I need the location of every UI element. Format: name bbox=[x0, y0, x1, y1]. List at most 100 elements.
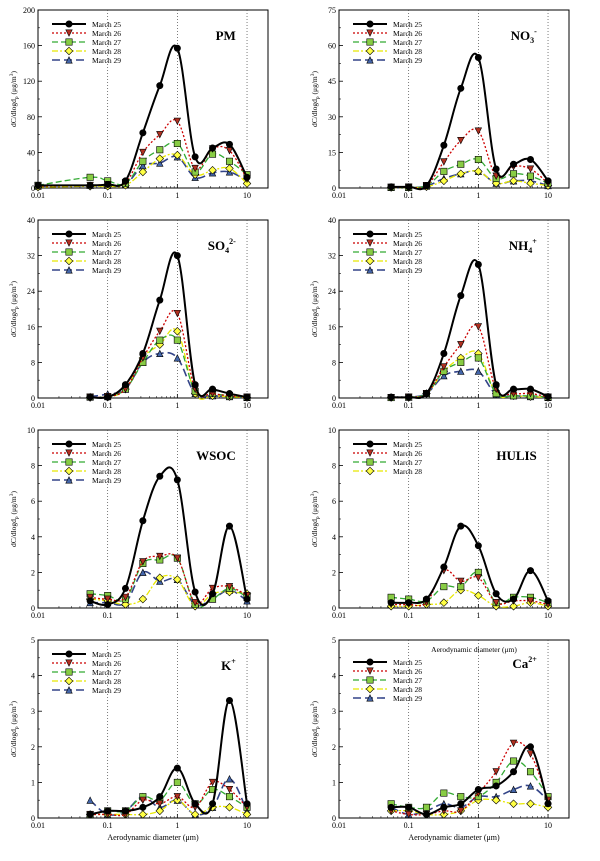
series-line bbox=[89, 778, 248, 816]
data-point bbox=[422, 595, 430, 603]
plot-frame bbox=[338, 219, 570, 399]
data-point bbox=[156, 159, 164, 167]
x-tick-label: 1 bbox=[476, 611, 480, 620]
series-line bbox=[391, 128, 549, 189]
series-line bbox=[90, 328, 248, 400]
y-axis-label-sub: p bbox=[315, 306, 321, 309]
data-point bbox=[544, 800, 552, 808]
panel-title: NH4+ bbox=[509, 237, 538, 255]
legend-marker bbox=[366, 694, 374, 702]
y-axis-label-unit: (μg/m bbox=[9, 496, 18, 516]
legend-label: March 25 bbox=[92, 20, 121, 29]
series-0 bbox=[387, 259, 552, 401]
x-tick-label: 1 bbox=[175, 821, 179, 830]
data-point bbox=[86, 796, 94, 804]
y-axis-label: dC/dlogdp (μg/m3) bbox=[310, 71, 321, 127]
data-point bbox=[208, 165, 217, 175]
series-line bbox=[391, 259, 549, 400]
legend-label: March 26 bbox=[393, 29, 422, 38]
x-tick-label: 10 bbox=[544, 821, 552, 830]
data-point bbox=[456, 169, 466, 178]
legend-marker bbox=[65, 458, 73, 466]
x-tick-label: 0.01 bbox=[332, 401, 346, 410]
series-2 bbox=[387, 354, 552, 402]
x-tick-label: 1 bbox=[476, 821, 480, 830]
data-point bbox=[474, 786, 482, 794]
x-tick-label: 10 bbox=[544, 191, 552, 200]
data-point bbox=[544, 393, 552, 401]
data-point bbox=[457, 577, 465, 586]
data-point bbox=[103, 595, 112, 603]
data-point bbox=[139, 148, 147, 157]
data-point bbox=[526, 385, 534, 393]
legend-label: March 25 bbox=[92, 230, 121, 239]
data-point bbox=[457, 292, 465, 300]
data-point bbox=[242, 810, 252, 819]
data-point bbox=[526, 750, 535, 758]
y-tick-label: 32 bbox=[27, 252, 35, 261]
data-point bbox=[104, 393, 112, 401]
data-point bbox=[209, 144, 217, 152]
data-point bbox=[243, 173, 251, 181]
x-tick-label: 0.1 bbox=[103, 821, 113, 830]
y-axis-label-unit-sup: 3 bbox=[9, 703, 15, 706]
legend-marker bbox=[65, 56, 73, 64]
data-point bbox=[457, 522, 465, 530]
data-point bbox=[457, 367, 465, 375]
series-2 bbox=[387, 757, 552, 811]
legend-label: March 25 bbox=[393, 658, 422, 667]
series-line bbox=[390, 784, 549, 816]
legend-label: March 28 bbox=[92, 47, 121, 56]
data-point bbox=[225, 157, 233, 165]
data-point bbox=[225, 774, 234, 783]
legend-label: March 27 bbox=[393, 248, 422, 257]
data-point bbox=[173, 764, 181, 772]
series-line bbox=[90, 251, 248, 400]
data-point bbox=[440, 167, 448, 175]
y-axis-label-main: dC/dlogd bbox=[9, 729, 18, 757]
series-line bbox=[90, 570, 248, 607]
panel-title-main: NO bbox=[511, 28, 531, 43]
data-point bbox=[173, 150, 182, 160]
data-point bbox=[422, 810, 430, 818]
legend-marker bbox=[65, 38, 73, 46]
panel-title: Ca2+ bbox=[512, 655, 537, 671]
y-axis-label: dC/dlogdp (μg/m3) bbox=[9, 491, 20, 547]
data-point bbox=[526, 172, 534, 180]
data-point bbox=[243, 393, 251, 401]
y-tick-label: 40 bbox=[27, 216, 35, 225]
data-point bbox=[510, 385, 518, 393]
data-point bbox=[173, 778, 181, 786]
y-tick-label: 75 bbox=[328, 6, 336, 15]
plot-frame bbox=[37, 219, 269, 399]
x-tick-label: 1 bbox=[476, 401, 480, 410]
legend-label: March 29 bbox=[393, 694, 422, 703]
legend-label: March 27 bbox=[92, 38, 121, 47]
data-point bbox=[139, 796, 147, 805]
data-point bbox=[474, 156, 482, 164]
data-point bbox=[86, 181, 94, 189]
data-point bbox=[173, 140, 181, 148]
y-tick-label: 5 bbox=[31, 636, 35, 645]
plot-frame bbox=[37, 639, 269, 819]
data-point bbox=[139, 803, 147, 811]
data-point bbox=[474, 53, 482, 61]
y-tick-label: 2 bbox=[31, 568, 35, 577]
data-point bbox=[86, 173, 94, 181]
data-point bbox=[440, 158, 448, 166]
y-tick-label: 2 bbox=[332, 568, 336, 577]
y-axis-label-main: dC/dlogd bbox=[310, 309, 319, 337]
series-2 bbox=[86, 334, 251, 401]
chart-panel-5: 0 2 4 6 8 10 0.01 0.1 1 10 dC/dlogdp (μg/m3) HULIS M… bbox=[310, 426, 570, 620]
data-point bbox=[526, 597, 535, 605]
series-line bbox=[391, 170, 549, 189]
data-point bbox=[86, 393, 94, 401]
y-axis-label-end: ) bbox=[9, 281, 18, 284]
data-point bbox=[492, 768, 500, 776]
data-point bbox=[156, 131, 164, 139]
y-axis-label-end: ) bbox=[310, 281, 319, 284]
y-axis-label-sub: p bbox=[315, 726, 321, 729]
data-point bbox=[138, 167, 148, 177]
data-point bbox=[139, 568, 147, 576]
y-axis-label-unit-sup: 3 bbox=[9, 73, 15, 76]
